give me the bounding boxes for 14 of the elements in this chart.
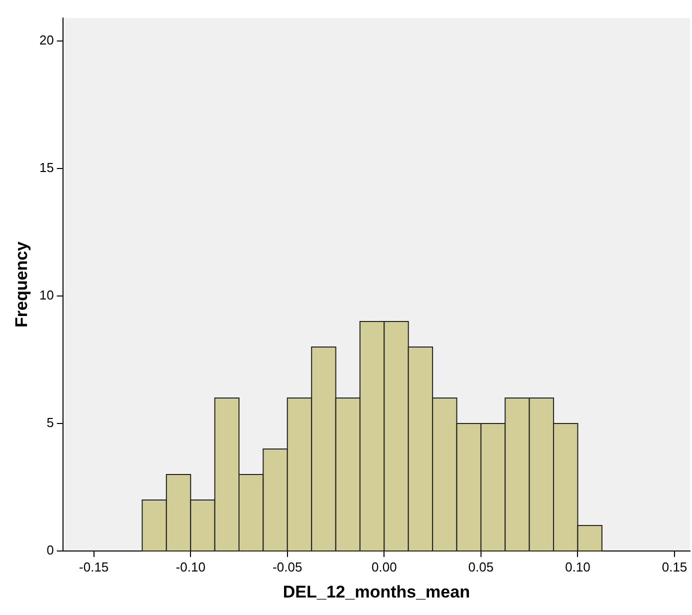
x-tick-label: 0.00 (372, 559, 397, 574)
x-tick-label: 0.10 (565, 559, 590, 574)
y-axis-title: Frequency (12, 240, 31, 328)
y-tick-label: 20 (39, 32, 54, 48)
y-tick-label: 0 (46, 542, 54, 558)
x-tick-label: -0.05 (272, 559, 302, 574)
x-tick-label: -0.15 (79, 559, 109, 574)
x-tick-label: 0.15 (662, 559, 688, 574)
y-tick-label: 5 (46, 415, 54, 430)
x-axis-title: DEL_12_months_mean (282, 582, 470, 602)
y-tick-label: 15 (39, 160, 54, 176)
x-tick-label: 0.05 (468, 559, 494, 574)
x-tick-label: -0.10 (176, 559, 206, 574)
y-tick-label: 10 (39, 288, 54, 303)
